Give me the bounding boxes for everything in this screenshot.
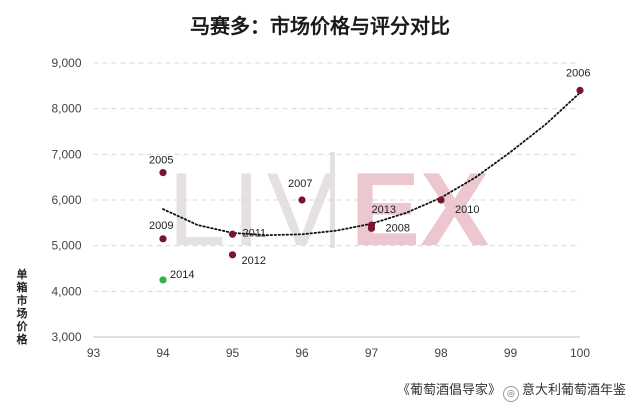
- x-tick-label: 95: [226, 346, 240, 360]
- data-label: 2014: [170, 269, 194, 281]
- y-tick-label: 4,000: [51, 284, 81, 298]
- footer-left-text: 《葡萄酒倡导家》: [396, 383, 501, 398]
- data-label: 2013: [372, 204, 396, 216]
- data-point: [437, 196, 445, 204]
- watermark-ex: EX: [351, 152, 490, 268]
- x-tick-label: 97: [365, 346, 379, 360]
- footer-credit: 《葡萄酒倡导家》 ◎ 意大利葡萄酒年鉴: [397, 379, 626, 402]
- data-label: 2006: [566, 67, 590, 79]
- x-tick-label: 99: [504, 346, 518, 360]
- data-point: [159, 169, 167, 177]
- data-label: 2012: [242, 255, 266, 267]
- y-tick-label: 7,000: [51, 147, 81, 161]
- x-tick-label: 94: [156, 346, 170, 360]
- x-tick-label: 98: [434, 346, 448, 360]
- data-point: [298, 196, 306, 204]
- data-label: 2008: [386, 222, 410, 234]
- watermark-liv: LIV: [168, 152, 342, 268]
- y-tick-label: 9,000: [51, 56, 81, 70]
- data-point: [228, 230, 237, 238]
- y-tick-label: 3,000: [51, 330, 81, 344]
- data-point: [228, 251, 237, 259]
- data-label: 2011: [243, 227, 267, 239]
- data-point: [367, 224, 376, 232]
- data-label: 2007: [288, 178, 312, 190]
- x-tick-label: 100: [570, 346, 590, 360]
- data-point: [159, 276, 167, 284]
- x-tick-label: 96: [295, 346, 309, 360]
- data-label: 2010: [455, 204, 479, 216]
- footer-right-text: 意大利葡萄酒年鉴: [521, 383, 626, 398]
- y-axis-label: 单箱市场价格: [16, 268, 28, 346]
- data-label: 2009: [149, 220, 173, 232]
- data-label: 2005: [149, 155, 173, 167]
- y-tick-label: 5,000: [51, 239, 81, 253]
- data-point: [159, 235, 167, 243]
- data-point: [576, 86, 584, 94]
- y-tick-label: 6,000: [51, 193, 81, 207]
- wechat-icon: ◎: [502, 386, 519, 402]
- x-tick-label: 93: [87, 346, 101, 360]
- chart-title: 马赛多：市场价格与评分对比: [190, 14, 450, 38]
- y-tick-label: 8,000: [51, 102, 81, 116]
